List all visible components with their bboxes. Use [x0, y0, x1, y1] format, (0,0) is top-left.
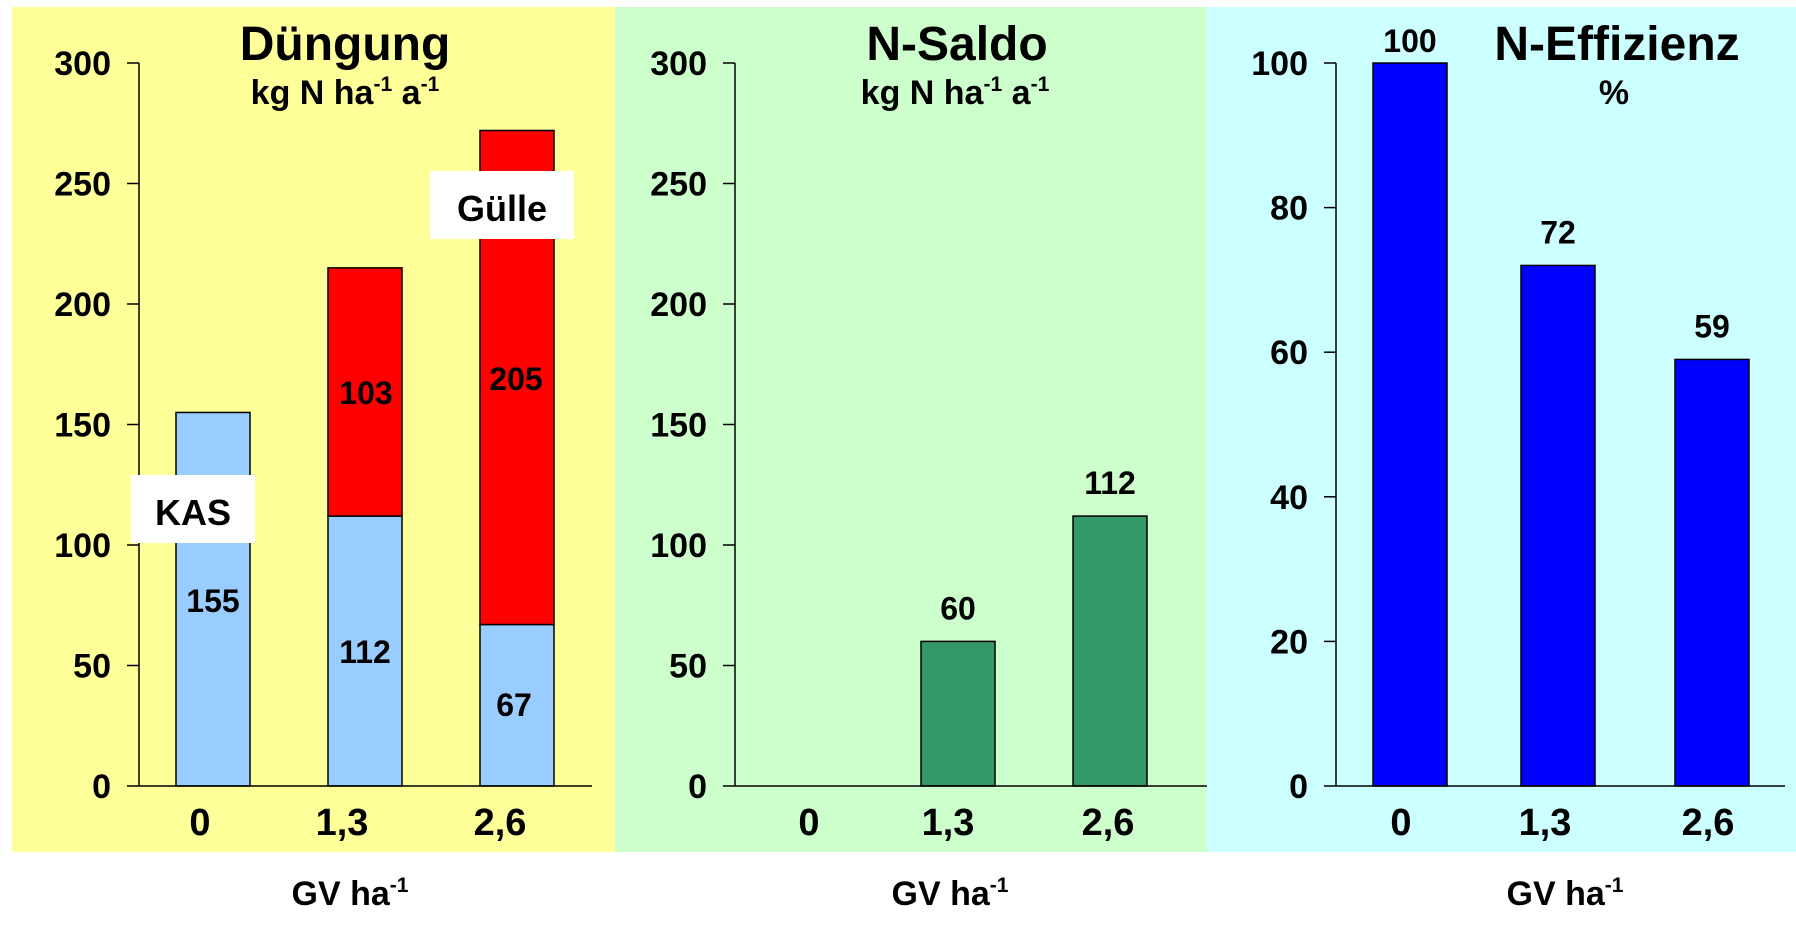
- bar-2-1,3: [327, 267, 403, 517]
- data-label: 112: [1084, 465, 1136, 501]
- superscript: -1: [1605, 874, 1624, 897]
- data-label-kas: 155: [186, 583, 239, 619]
- label-part: GV ha: [892, 875, 991, 913]
- bar-1-1,3: [920, 640, 996, 787]
- chart-subtitle: kg N ha-1 a-1: [861, 73, 1050, 112]
- x-tick-label: 2,6: [474, 802, 527, 844]
- y-tick-label: 40: [1270, 479, 1308, 517]
- y-tick-label: 0: [92, 768, 111, 806]
- y-tick-label: 50: [669, 648, 707, 686]
- label-part: %: [1599, 74, 1629, 112]
- y-tick-label: 250: [54, 166, 111, 204]
- x-axis-label: GV ha-1: [892, 874, 1009, 913]
- data-label-kas: 112: [339, 634, 391, 670]
- x-tick-label: 1,3: [922, 802, 975, 844]
- y-tick-label: 200: [650, 286, 707, 324]
- x-tick-label: 2,6: [1082, 802, 1135, 844]
- y-tick-label: 100: [1251, 45, 1308, 83]
- y-tick-label: 300: [54, 45, 111, 83]
- y-tick-label: 150: [650, 407, 707, 445]
- label-part: kg N ha: [251, 74, 375, 112]
- legend-label-guelle: Gülle: [457, 188, 547, 229]
- x-axis-label: GV ha-1: [292, 874, 409, 913]
- chart-subtitle: kg N ha-1 a-1: [251, 73, 440, 112]
- bar-1-2,6: [479, 623, 555, 787]
- label-part: GV ha: [1507, 875, 1606, 913]
- x-tick-label: 1,3: [316, 802, 369, 844]
- legend-box-guelle: [430, 171, 574, 239]
- y-tick-label: 150: [54, 407, 111, 445]
- data-label: 72: [1540, 214, 1576, 250]
- y-tick-label: 50: [73, 648, 111, 686]
- bar-1-0: [175, 411, 251, 787]
- superscript: -1: [390, 874, 409, 897]
- y-tick-label: 80: [1270, 190, 1308, 228]
- y-tick-label: 100: [650, 527, 707, 565]
- y-tick-label: 200: [54, 286, 111, 324]
- chart-subtitle: %: [1599, 74, 1629, 112]
- chart-panel-3: 0 20 40 60 80 100 0 1,3 2,6 GV ha-1 N-Effizienz% 10…: [1207, 7, 1796, 913]
- data-label-kas: 67: [496, 687, 532, 723]
- x-tick-label: 1,3: [1519, 802, 1572, 844]
- label-part: GV ha: [292, 875, 391, 913]
- label-part: a: [392, 74, 421, 112]
- superscript: -1: [1031, 73, 1050, 96]
- superscript: -1: [421, 73, 440, 96]
- y-tick-label: 100: [54, 527, 111, 565]
- label-part: a: [1002, 74, 1031, 112]
- x-tick-label: 2,6: [1682, 802, 1735, 844]
- data-label: 59: [1694, 308, 1730, 344]
- x-tick-label: 0: [189, 802, 210, 844]
- bar-1-0: [1372, 62, 1448, 787]
- superscript: -1: [983, 73, 1002, 96]
- data-label: 100: [1383, 23, 1436, 59]
- data-label: 60: [940, 590, 976, 626]
- superscript: -1: [373, 73, 392, 96]
- bar-1-2,6: [1072, 515, 1148, 787]
- x-tick-label: 0: [798, 802, 819, 844]
- bar-1-2,6: [1674, 358, 1750, 787]
- bar-1-1,3: [1520, 264, 1596, 787]
- y-tick-label: 0: [1289, 768, 1308, 806]
- chart-title: N-Effizienz: [1494, 18, 1739, 71]
- x-axis-label: GV ha-1: [1507, 874, 1624, 913]
- y-tick-label: 20: [1270, 623, 1308, 661]
- data-label-guelle: 205: [489, 361, 542, 397]
- label-part: kg N ha: [861, 74, 985, 112]
- data-label-guelle: 103: [339, 375, 392, 411]
- chart-title: N-Saldo: [866, 18, 1047, 71]
- legend-label-kas: KAS: [155, 492, 231, 533]
- chart-title: Düngung: [240, 18, 451, 71]
- superscript: -1: [990, 874, 1009, 897]
- y-tick-label: 250: [650, 166, 707, 204]
- y-tick-label: 60: [1270, 334, 1308, 372]
- y-tick-label: 0: [688, 768, 707, 806]
- y-tick-label: 300: [650, 45, 707, 83]
- x-tick-label: 0: [1390, 802, 1411, 844]
- legend-box-kas: [131, 475, 255, 543]
